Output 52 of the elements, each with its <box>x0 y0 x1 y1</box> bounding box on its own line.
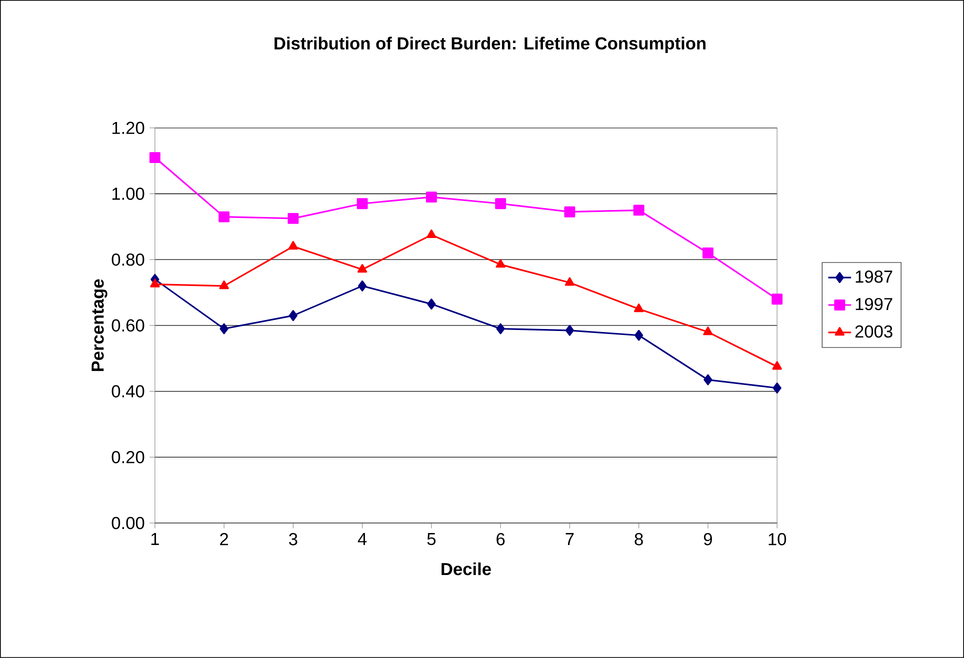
point <box>219 280 229 290</box>
point <box>288 213 299 224</box>
y-tick-label: 0.80 <box>112 254 144 266</box>
x-tick-label: 6 <box>496 533 505 546</box>
point <box>288 310 298 322</box>
point <box>358 280 367 292</box>
point <box>426 229 436 238</box>
legend-label: 1987 <box>856 270 892 283</box>
legend-label: 1997 <box>856 298 892 310</box>
y-tick-label: 0.20 <box>112 451 144 464</box>
y-tick-label: 0.00 <box>112 516 144 530</box>
point <box>496 259 506 268</box>
point <box>150 278 160 288</box>
point <box>288 241 298 250</box>
x-tick-label: 2 <box>220 533 228 546</box>
point <box>704 374 712 386</box>
point <box>218 211 230 222</box>
point <box>220 323 228 334</box>
point <box>634 304 644 312</box>
x-tick-label: 7 <box>566 533 574 546</box>
point <box>426 192 437 203</box>
point <box>633 204 644 216</box>
point <box>495 198 506 210</box>
y-axis-title: Percentage <box>92 279 108 372</box>
x-tick-label: 9 <box>704 533 712 546</box>
point <box>427 298 436 310</box>
point <box>564 277 575 286</box>
y-tick-label: 1.00 <box>112 188 144 200</box>
point <box>772 294 783 305</box>
x-tick-label: 10 <box>768 533 786 546</box>
y-tick-label: 0.60 <box>112 319 144 332</box>
point <box>496 323 505 334</box>
point <box>772 361 782 370</box>
legend-label: 2003 <box>855 325 892 338</box>
point <box>564 206 576 218</box>
x-axis-title: Decile <box>442 562 491 576</box>
point <box>356 198 368 210</box>
point <box>357 264 368 273</box>
x-tick-label: 8 <box>634 533 643 546</box>
point <box>149 152 160 164</box>
point <box>565 324 574 336</box>
x-tick-label: 4 <box>358 533 367 546</box>
y-tick-label: 0.40 <box>112 385 144 398</box>
x-tick-label: 3 <box>289 533 298 546</box>
point <box>634 330 644 341</box>
x-tick-label: 5 <box>427 533 436 546</box>
point <box>703 326 713 336</box>
y-tick-label: 1.20 <box>112 122 144 134</box>
point <box>772 382 782 394</box>
x-tick-label: 1 <box>151 533 159 546</box>
chart-title: Distribution of Direct Burden: Lifetime Consumption <box>274 36 706 53</box>
point <box>702 248 714 259</box>
